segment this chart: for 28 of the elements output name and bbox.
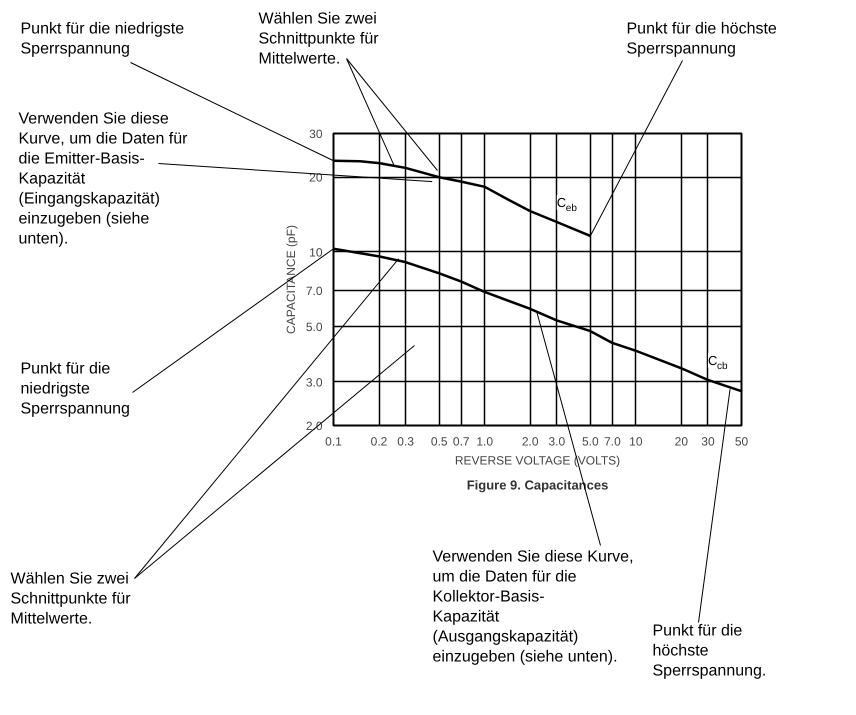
x-tick-label: 50 [734,434,748,448]
x-tick-label: 0.3 [397,434,414,448]
y-axis-title: CAPACITANCE (pF) [284,225,298,334]
annotation: Verwenden Sie diese Kurve, um die Daten für die Emitter-Basis- Kapazität (Eingangskapazität) einzugeben (siehe unten). [18,110,188,248]
annotation: Punkt für die höchste Sperrspannung [626,20,777,58]
annotation: Verwenden Sie diese Kurve, um die Daten für die Kollektor-Basis- Kapazität (Ausgangskapazität) einzugeben (siehe unten). [432,548,634,666]
x-tick-label: 1.0 [476,434,494,448]
x-tick-label: 0.7 [452,434,470,448]
y-tick-label: 7.0 [306,284,323,298]
x-tick-label: 7.0 [604,434,622,448]
annotation: Wählen Sie zwei Schnittpunkte für Mittelwerte. [258,10,380,68]
x-tick-label: 5.0 [582,434,599,448]
annotation: Wählen Sie zwei Schnittpunkte für Mittelwerte. [10,570,132,628]
y-tick-label: 5.0 [306,320,323,334]
x-tick-label: 3.0 [548,434,566,448]
x-tick-label: 0.2 [370,434,388,448]
x-tick-label: 0.5 [430,434,448,448]
y-tick-label: 3.0 [306,375,323,390]
annotation: Punkt für die niedrigste Sperrspannung [20,360,130,418]
x-tick-label: 0.1 [325,434,342,448]
y-tick-label: 10 [309,245,323,260]
x-tick-label: 10 [629,434,643,448]
annotation: Punkt für die höchste Sperrspannung. [652,622,766,680]
y-tick-label: 30 [309,127,323,141]
annotation: Punkt für die niedrigste Sperrspannung [20,20,184,58]
x-tick-label: 30 [701,434,715,448]
x-tick-label: 2.0 [522,434,539,448]
x-tick-label: 20 [674,434,688,448]
